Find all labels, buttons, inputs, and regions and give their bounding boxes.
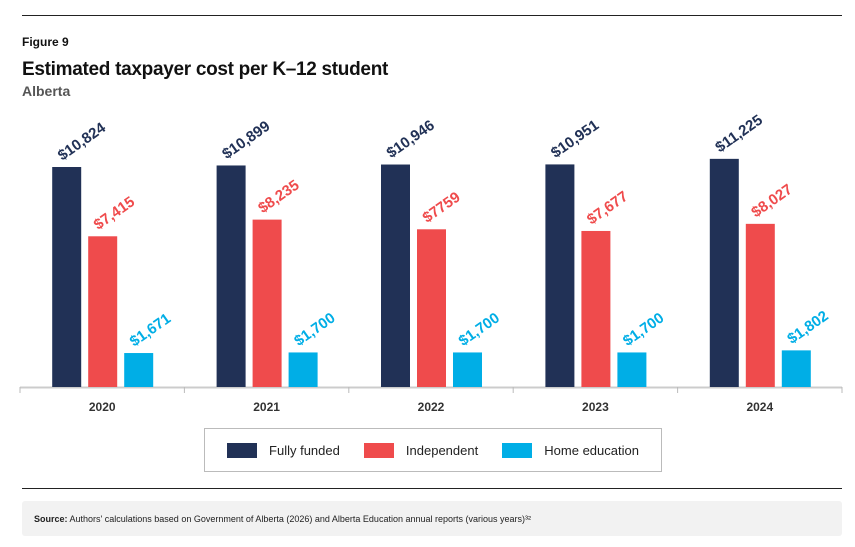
x-tick-label: 2024 [746, 400, 773, 414]
bar [581, 230, 611, 387]
data-label: $1,802 [784, 307, 831, 347]
bar [52, 167, 82, 387]
source-note: Source: Authors' calculations based on G… [22, 501, 842, 536]
x-tick-label: 2020 [89, 400, 116, 414]
chart-title: Estimated taxpayer cost per K–12 student [22, 59, 389, 80]
x-tick-label: 2021 [253, 400, 280, 414]
bar [124, 353, 154, 387]
data-label: $11,225 [712, 112, 765, 157]
bar [216, 165, 246, 387]
source-label: Source: [34, 514, 68, 524]
data-label: $7759 [420, 189, 464, 227]
data-label: $7,677 [584, 188, 631, 228]
data-label: $10,824 [55, 119, 110, 164]
bar [781, 350, 811, 387]
bar-chart: 2020 $10,824 $7,415 $1,671 2021 $10,899 $8,235… [19, 112, 843, 414]
bar [709, 158, 739, 387]
bar [453, 352, 482, 387]
data-label: $1,671 [127, 310, 174, 350]
legend-item: Home education [502, 442, 639, 458]
data-label: $8,027 [748, 181, 795, 221]
bottom-rule [22, 488, 842, 489]
data-label: $7,415 [91, 193, 138, 233]
legend-item: Fully funded [227, 442, 340, 458]
x-tick-label: 2022 [418, 400, 445, 414]
source-text: Authors' calculations based on Governmen… [69, 514, 532, 524]
legend-label: Home education [544, 442, 639, 458]
x-tick-label: 2023 [582, 400, 609, 414]
data-label: $10,951 [548, 117, 602, 162]
bar [417, 229, 446, 387]
legend-label: Independent [405, 442, 479, 458]
legend-item: Independent [363, 442, 479, 458]
data-label: $1,700 [291, 309, 338, 349]
data-label: $8,235 [255, 177, 302, 217]
chart-subtitle: Alberta [22, 83, 71, 99]
legend-label: Fully funded [269, 442, 340, 458]
data-label: $1,700 [456, 309, 503, 349]
legend-swatch [502, 442, 533, 458]
data-label: $1,700 [620, 309, 667, 349]
legend: Fully funded Independent Home education [204, 428, 662, 472]
bar [381, 164, 410, 387]
figure-label: Figure 9 [22, 35, 69, 49]
bar [252, 219, 282, 387]
legend-swatch [227, 442, 258, 458]
bar [88, 236, 118, 387]
bar [288, 352, 318, 387]
legend-swatch [363, 442, 394, 458]
top-rule [22, 15, 842, 16]
data-label: $10,946 [384, 117, 438, 162]
bar [545, 164, 575, 387]
bar [745, 223, 775, 387]
bar [617, 352, 647, 387]
data-label: $10,899 [219, 118, 273, 163]
